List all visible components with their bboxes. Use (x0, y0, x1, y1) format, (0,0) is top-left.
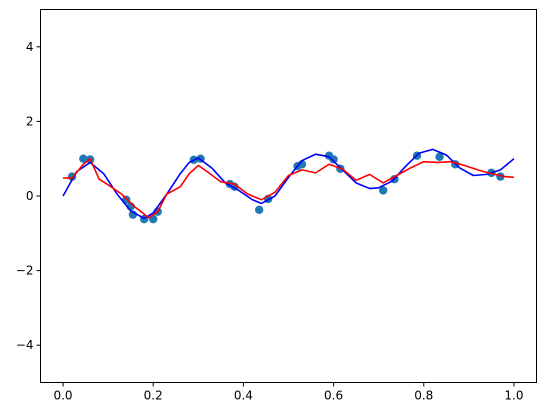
y-tick-label: −2 (16, 264, 34, 278)
y-tick-label: 4 (26, 40, 34, 54)
axes-frame (40, 9, 537, 383)
data-point (79, 154, 88, 163)
y-tick-label: 0 (26, 189, 34, 203)
data-point (254, 205, 264, 215)
blue-series-line (62, 148, 515, 220)
red-series-line (63, 157, 515, 219)
data-point (435, 152, 444, 162)
x-tick-label: 0.4 (234, 389, 253, 403)
y-tick-label: −4 (16, 338, 34, 352)
data-point (329, 155, 338, 164)
axis-ticks: 0.0 0.2 0.4 0.6 0.8 1.0 −4 −2 0 2 4 (16, 40, 524, 403)
data-point (149, 214, 158, 224)
x-tick-label: 0.6 (324, 389, 343, 403)
x-tick-label: 0.8 (414, 389, 433, 403)
plot-area (62, 148, 515, 224)
x-tick-label: 0.2 (144, 389, 163, 403)
x-tick-label: 1.0 (504, 389, 523, 403)
y-tick-label: 2 (26, 114, 34, 128)
data-point (378, 186, 388, 195)
x-tick-label: 0.0 (53, 389, 72, 403)
